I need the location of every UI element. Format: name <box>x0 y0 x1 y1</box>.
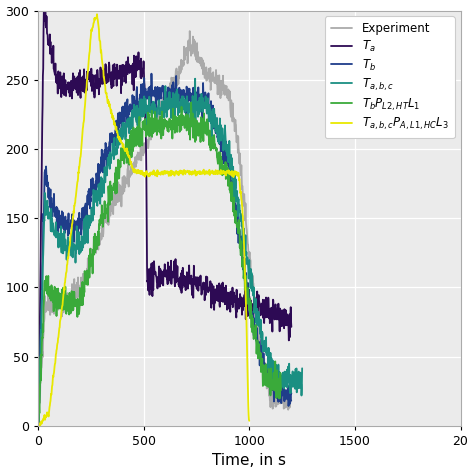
$T_{a,b,c}P_{A,L1,HC}L_3$ <box>246 418 252 424</box>
$T_{a,b,c}$ <box>95 198 101 203</box>
$T_bP_{L2,HT}L_1$ <box>188 100 194 105</box>
$T_{a,b,c}P_{A,L1,HC}L_3$ <box>37 425 43 430</box>
$T_{a,b,c}$ <box>131 109 137 114</box>
Experiment <box>51 311 57 317</box>
$T_a$ <box>197 283 203 288</box>
$T_b$ <box>149 71 155 76</box>
Line: $T_{a,b,c}$: $T_{a,b,c}$ <box>38 79 302 431</box>
$T_{a,b,c}$ <box>36 428 41 434</box>
$T_bP_{L2,HT}L_1$ <box>71 307 76 313</box>
$T_a$ <box>289 324 294 330</box>
$T_{a,b,c}P_{A,L1,HC}L_3$ <box>151 171 157 177</box>
$T_bP_{L2,HT}L_1$ <box>104 206 109 212</box>
$T_b$ <box>51 191 57 197</box>
$T_bP_{L2,HT}L_1$ <box>240 256 246 262</box>
$T_{a,b,c}P_{A,L1,HC}L_3$ <box>218 171 224 176</box>
$T_b$ <box>254 326 259 331</box>
Line: $T_bP_{L2,HT}L_1$: $T_bP_{L2,HT}L_1$ <box>38 102 281 435</box>
$T_{a,b,c}P_{A,L1,HC}L_3$ <box>70 221 75 227</box>
$T_{a,b,c}P_{A,L1,HC}L_3$ <box>137 170 143 175</box>
$T_a$ <box>52 69 57 74</box>
$T_{a,b,c}P_{A,L1,HC}L_3$ <box>172 172 177 178</box>
$T_a$ <box>228 289 233 294</box>
Line: Experiment: Experiment <box>38 31 292 423</box>
$T_{a,b,c}$ <box>223 137 228 142</box>
Experiment <box>289 398 294 403</box>
Line: $T_b$: $T_b$ <box>38 73 292 427</box>
Experiment <box>182 52 188 58</box>
$T_a$ <box>36 417 41 422</box>
$T_b$ <box>228 172 233 178</box>
Experiment <box>190 46 195 52</box>
$T_bP_{L2,HT}L_1$ <box>36 432 41 438</box>
$T_bP_{L2,HT}L_1$ <box>261 363 266 368</box>
$T_b$ <box>190 98 195 104</box>
Experiment <box>187 28 192 34</box>
$T_a$ <box>190 292 195 298</box>
Experiment <box>254 310 259 316</box>
$T_{a,b,c}P_{A,L1,HC}L_3$ <box>36 423 41 429</box>
$T_{a,b,c}$ <box>216 141 222 146</box>
$T_{a,b,c}P_{A,L1,HC}L_3$ <box>177 169 183 175</box>
$T_bP_{L2,HT}L_1$ <box>191 118 197 124</box>
$T_{a,b,c}P_{A,L1,HC}L_3$ <box>94 11 100 17</box>
$T_a$ <box>43 2 48 8</box>
$T_b$ <box>197 100 203 106</box>
$T_a$ <box>183 287 189 293</box>
$T_{a,b,c}$ <box>99 176 105 182</box>
Experiment <box>228 109 233 115</box>
Experiment <box>36 420 41 426</box>
$T_{a,b,c}$ <box>109 154 114 159</box>
X-axis label: Time, in s: Time, in s <box>212 454 286 468</box>
Line: $T_{a,b,c}P_{A,L1,HC}L_3$: $T_{a,b,c}P_{A,L1,HC}L_3$ <box>38 14 249 428</box>
Line: $T_a$: $T_a$ <box>38 5 292 419</box>
$T_a$ <box>254 298 259 303</box>
$T_bP_{L2,HT}L_1$ <box>271 370 276 376</box>
Legend: Experiment, $T_a$, $T_b$, $T_{a,b,c}$, $T_bP_{L2,HT}L_1$, $T_{a,b,c}P_{A,L1,HC}L: Experiment, $T_a$, $T_b$, $T_{a,b,c}$, $… <box>325 17 455 138</box>
Experiment <box>197 55 203 60</box>
$T_bP_{L2,HT}L_1$ <box>278 387 284 393</box>
$T_{a,b,c}$ <box>299 365 305 371</box>
$T_{a,b,c}$ <box>192 76 198 82</box>
$T_b$ <box>289 391 294 396</box>
$T_b$ <box>36 424 41 430</box>
$T_b$ <box>183 98 189 103</box>
